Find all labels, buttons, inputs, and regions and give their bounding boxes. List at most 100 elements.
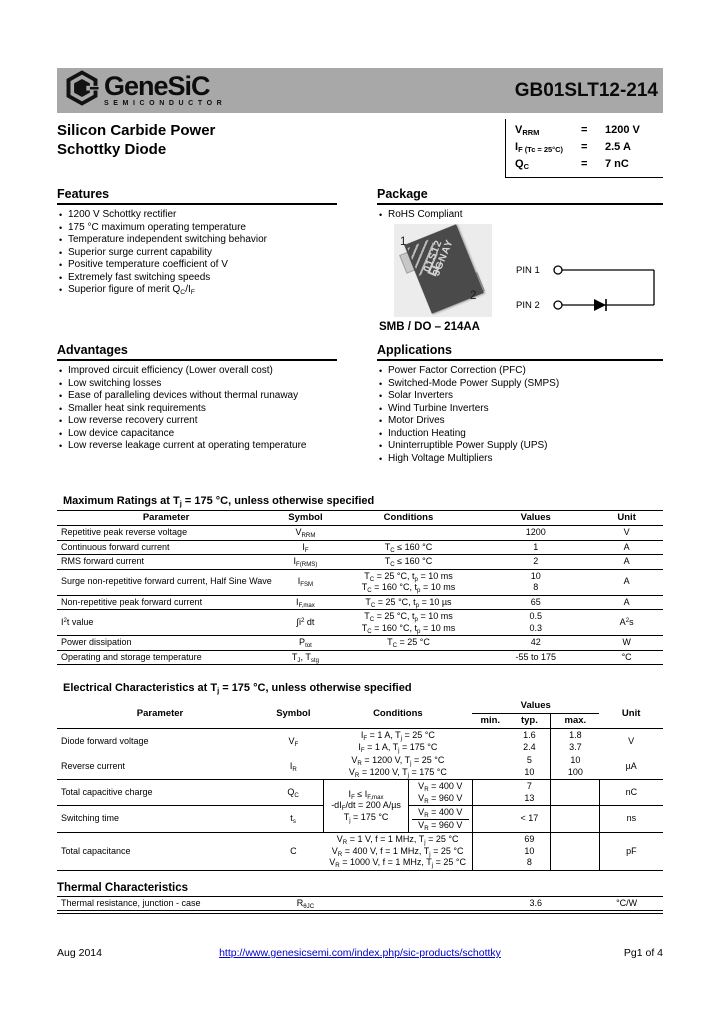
symbol-cell: QC: [263, 779, 324, 806]
symbol-cell: TJ, Tstg: [275, 650, 336, 665]
table-header-row: Parameter Symbol Conditions Values Unit: [57, 699, 663, 729]
value-cell: 1200: [481, 525, 591, 541]
param-cell: Total capacitive charge: [57, 779, 264, 806]
max-cell: [550, 779, 600, 806]
symbol-cell: RθJC: [275, 896, 336, 911]
table-end-rule: [57, 911, 663, 914]
list-item: Wind Turbine Inverters: [377, 403, 663, 416]
genesic-logo: GeneSiC SEMICONDUCTOR: [64, 70, 226, 111]
key-specs-box: VRRM = 1200 V IF (Tc = 25°C) = 2.5 A QC …: [505, 119, 663, 178]
symbol-cell: VF: [288, 735, 299, 748]
unit-cell: A2s: [590, 609, 663, 636]
applications-heading: Applications: [377, 343, 663, 361]
min-cell: [471, 779, 509, 806]
param-cell: Switching time: [57, 805, 264, 833]
table-row: Surge non-repetitive forward current, Ha…: [57, 569, 663, 596]
pin1-terminal-icon: [553, 264, 563, 275]
spec-symbol: IF (Tc = 25°C): [515, 141, 564, 154]
footer-link[interactable]: http://www.genesicsemi.com/index.php/sic…: [219, 947, 501, 959]
typ-cell: 69 10 8: [508, 832, 551, 871]
value-cell: 65: [481, 595, 591, 610]
param-cell: Reverse current: [61, 760, 126, 771]
unit-cell: A: [590, 540, 663, 555]
list-item: Positive temperature coefficient of V: [57, 259, 337, 272]
list-item: Low device capacitance: [57, 428, 337, 441]
brand-subtitle: SEMICONDUCTOR: [104, 100, 227, 107]
subcond-cell: VR = 400 V VR = 960 V: [408, 805, 473, 833]
value-cell: 1: [481, 540, 591, 555]
list-item: Induction Heating: [377, 428, 663, 441]
symbol-cell: IF(RMS): [275, 554, 336, 570]
col-parameter: Parameter: [57, 699, 264, 729]
table-row-qc: Total capacitive charge QC IF ≤ IF,max -…: [57, 779, 663, 833]
symbol-cell: VRRM: [275, 525, 336, 541]
header-banner: GeneSiC SEMICONDUCTOR GB01SLT12-214: [57, 68, 663, 113]
shared-cond-cell: IF ≤ IF,max -dIF/dt = 200 A/µs Tj = 175 …: [323, 779, 409, 833]
max-ratings-title: Maximum Ratings at Tj = 175 °C, unless o…: [63, 495, 375, 508]
unit-cell: A: [590, 595, 663, 610]
package-photo: 01S12 3GNAY 1 2: [394, 223, 492, 317]
min-cell: [472, 754, 508, 780]
cond-cell: VR = 1 V, f = 1 MHz, Tj = 25 °C VR = 400…: [323, 832, 473, 871]
unit-cell: ns: [599, 805, 663, 833]
min-cell: [472, 832, 509, 871]
value-cell: 3.6: [481, 896, 591, 911]
advantages-heading: Advantages: [57, 343, 337, 361]
typ-cell: 7 13: [508, 779, 551, 806]
rohs-note: RoHS Compliant: [377, 209, 663, 222]
value-cell: 2: [481, 554, 591, 570]
subcond-cell: VR = 400 V VR = 960 V: [408, 779, 473, 806]
list-item: Switched-Mode Power Supply (SMPS): [377, 378, 663, 391]
diode-symbol-icon: [594, 298, 606, 311]
col-unit: Unit: [590, 510, 663, 526]
param-cell: Total capacitance: [57, 832, 264, 871]
symbol-cell: IR: [289, 760, 297, 773]
list-item: Ease of paralleling devices without ther…: [57, 390, 337, 403]
typ-cell: 1.6 2.4: [523, 730, 536, 752]
table-row: Continuous forward current IF TC ≤ 160 °…: [57, 540, 663, 555]
table-row-c: Total capacitance C VR = 1 V, f = 1 MHz,…: [57, 832, 663, 871]
value-cell: -55 to 175: [481, 650, 591, 665]
min-cell: [471, 805, 509, 833]
pin2-terminal-icon: [553, 299, 563, 310]
thermal-table: Thermal resistance, junction - case RθJC…: [57, 895, 663, 912]
typ-cell: 5 10: [524, 755, 535, 777]
spec-row-qc: QC = 7 nC: [515, 156, 661, 173]
symbol-cell: Ptot: [275, 635, 336, 651]
param-cell: Continuous forward current: [57, 540, 276, 555]
features-heading: Features: [57, 187, 337, 205]
list-item: Improved circuit efficiency (Lower overa…: [57, 365, 337, 378]
spec-symbol: QC: [515, 158, 529, 171]
equals-sign: =: [581, 158, 588, 170]
col-unit: Unit: [599, 699, 663, 729]
symbol-cell: C: [263, 832, 324, 871]
pin1-label: 1: [400, 235, 407, 248]
cond-cell: [335, 896, 482, 911]
doc-title-line2: Schottky Diode: [57, 141, 167, 158]
param-cell: Thermal resistance, junction - case: [57, 896, 276, 911]
table-row: RMS forward current IF(RMS) TC ≤ 160 °C …: [57, 554, 663, 570]
col-parameter: Parameter: [57, 510, 276, 526]
param-cell: Non-repetitive peak forward current: [57, 595, 276, 610]
table-row-ts: Switching time ts VR = 400 V VR = 960 V …: [57, 805, 663, 833]
cond-cell: TC = 25 °C: [335, 635, 482, 651]
min-cell: [472, 729, 508, 755]
cond-cell: IF = 1 A, Tj = 25 °C IF = 1 A, Tj = 175 …: [358, 730, 438, 754]
unit-cell: V: [590, 525, 663, 541]
param-cell: RMS forward current: [57, 554, 276, 570]
spec-row-if: IF (Tc = 25°C) = 2.5 A: [515, 139, 661, 156]
col-min: min.: [472, 713, 509, 729]
cond-cell: [335, 525, 482, 541]
col-conditions: Conditions: [335, 510, 482, 526]
unit-cell: pF: [599, 832, 663, 871]
table-row-ir: Reverse current IR VR = 1200 V, Tj = 25 …: [57, 754, 663, 780]
doc-title-line1: Silicon Carbide Power: [57, 122, 216, 139]
electrical-table: Parameter Symbol Conditions Values Unit …: [57, 699, 663, 871]
max-ratings-table: Parameter Symbol Conditions Values Unit …: [57, 510, 663, 665]
list-item: Low reverse leakage current at operating…: [57, 440, 337, 453]
unit-cell: W: [590, 635, 663, 651]
list-item: Extremely fast switching speeds: [57, 272, 337, 285]
param-cell: Repetitive peak reverse voltage: [57, 525, 276, 541]
cond-cell: TC ≤ 160 °C: [335, 554, 482, 570]
